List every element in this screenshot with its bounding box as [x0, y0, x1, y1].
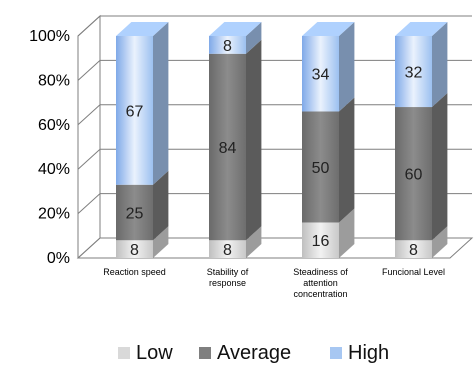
bar-front [395, 107, 432, 241]
bar-segment-high [302, 22, 355, 112]
x-tick-label: response [209, 278, 246, 288]
data-label: 25 [126, 205, 144, 222]
y-tick-label: 0% [47, 250, 70, 267]
bar-segment-high [209, 22, 262, 54]
bar-segment-low [302, 208, 355, 258]
bar-side [432, 226, 448, 258]
data-label: 32 [405, 65, 423, 82]
bar-front [209, 36, 246, 54]
legend-label-average: Average [217, 342, 291, 364]
data-label: 60 [405, 167, 423, 184]
data-label: 50 [312, 160, 330, 177]
bar-segment-high [116, 22, 169, 185]
bar-segment-low [116, 226, 169, 258]
legend-swatch-low [118, 347, 130, 359]
data-label: 67 [126, 103, 144, 120]
y-tick-label: 40% [38, 161, 70, 178]
bar-front [395, 36, 432, 108]
bar-side [432, 22, 448, 108]
bar-front [209, 240, 246, 258]
y-tick-label: 80% [38, 72, 70, 89]
data-label: 16 [312, 233, 330, 250]
bar-front [302, 36, 339, 112]
bar-side [153, 226, 169, 258]
bar-top [395, 22, 448, 36]
bar-side [246, 226, 262, 258]
side-wall [77, 14, 101, 258]
bar-side [246, 22, 262, 54]
bar-segment-high [395, 22, 448, 108]
legend: Low Average High [118, 342, 389, 364]
bar-side [246, 39, 262, 241]
data-label: 34 [312, 67, 330, 84]
bar-segment-average [209, 39, 262, 241]
bar-segment-low [209, 226, 262, 258]
bar-segment-average [116, 170, 169, 241]
bar-side [339, 22, 355, 112]
y-tick-label: 100% [29, 28, 70, 45]
bar-side [432, 93, 448, 241]
legend-label-high: High [348, 342, 389, 364]
y-tick-label: 60% [38, 117, 70, 134]
bars-layer [116, 22, 448, 258]
legend-swatch-average [199, 347, 211, 359]
bar-segment-average [395, 93, 448, 241]
data-label: 8 [130, 242, 139, 259]
bar-segment-low [395, 226, 448, 258]
bar-side [339, 97, 355, 223]
x-tick-label: concentration [293, 289, 347, 299]
x-tick-label: Stability of [207, 267, 249, 277]
legend-label-low: Low [136, 342, 173, 364]
data-label: 8 [409, 242, 418, 259]
data-label: 84 [219, 140, 237, 157]
x-tick-label: Steadiness of [293, 267, 348, 277]
bar-side [153, 22, 169, 185]
y-tick-label: 20% [38, 206, 70, 223]
x-tick-label: attention [303, 278, 338, 288]
data-label: 8 [223, 242, 232, 259]
gridline [77, 15, 472, 37]
legend-swatch-high [330, 347, 342, 359]
bar-top [116, 22, 169, 36]
bar-side [339, 208, 355, 258]
labels-layer: 0% 20% 40% 60% 80% 100% 8 25 67 Reaction speed 8 84… [29, 28, 445, 299]
data-label: 8 [223, 38, 232, 55]
bar-front [302, 111, 339, 223]
bar-front [116, 184, 153, 241]
bar-front [116, 240, 153, 258]
bar-top [209, 22, 262, 36]
x-tick-label: Reaction speed [103, 267, 166, 277]
bar-front [209, 53, 246, 241]
bar-top [302, 22, 355, 36]
bar-front [302, 222, 339, 258]
bar-segment-average [302, 97, 355, 223]
grid-layer [76, 14, 474, 259]
bar-side [153, 170, 169, 241]
bar-front [395, 240, 432, 258]
bar-front [116, 36, 153, 185]
x-tick-label: Funcional Level [382, 267, 445, 277]
